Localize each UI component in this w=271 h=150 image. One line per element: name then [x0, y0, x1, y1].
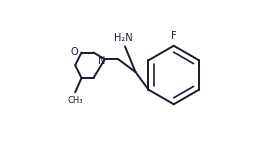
Text: N: N	[98, 56, 106, 66]
Text: F: F	[171, 31, 177, 41]
Text: O: O	[70, 47, 78, 57]
Text: CH₃: CH₃	[67, 96, 83, 105]
Text: H₂N: H₂N	[114, 33, 133, 43]
